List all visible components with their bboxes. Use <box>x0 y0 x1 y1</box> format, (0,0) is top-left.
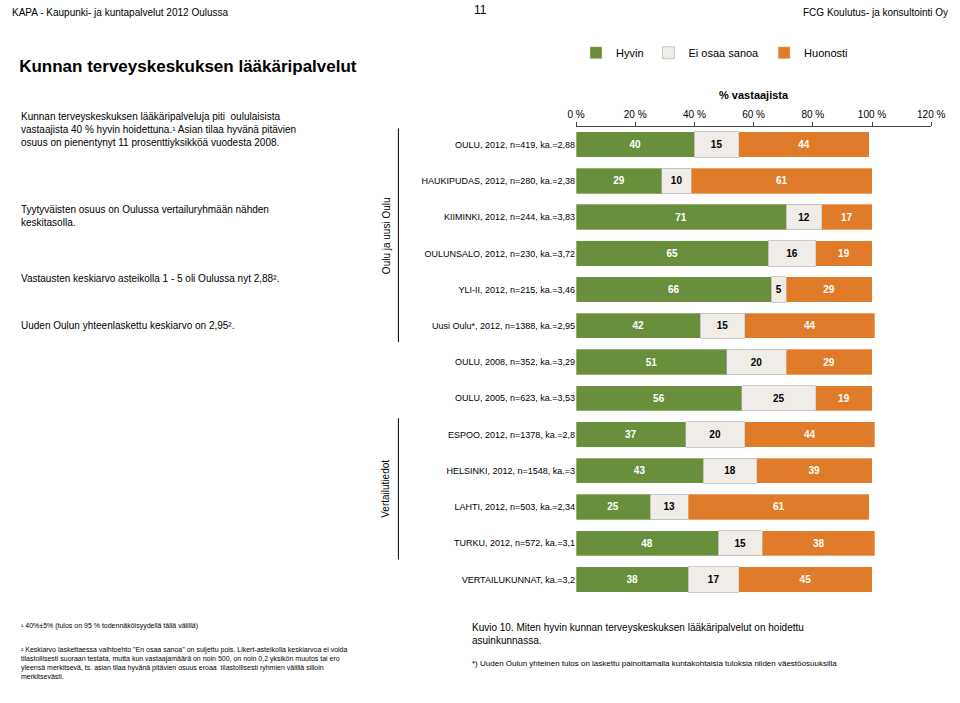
svg-text:100 %: 100 % <box>858 109 886 120</box>
svg-text:61: 61 <box>776 175 788 186</box>
svg-text:Kunnan terveyskeskuksen lääkär: Kunnan terveyskeskuksen lääkäripalveluja… <box>21 111 296 148</box>
svg-text:37: 37 <box>625 429 637 440</box>
svg-text:% vastaajista: % vastaajista <box>719 89 789 101</box>
svg-text:OULU, 2012, n=419, ka.=2,88: OULU, 2012, n=419, ka.=2,88 <box>455 140 575 150</box>
svg-text:20: 20 <box>709 429 721 440</box>
svg-text:FCG Koulutus- ja konsultointi: FCG Koulutus- ja konsultointi Oy <box>803 7 948 18</box>
svg-text:43: 43 <box>634 465 646 476</box>
svg-text:15: 15 <box>734 538 746 549</box>
svg-text:HELSINKI, 2012, n=1548, ka.=3: HELSINKI, 2012, n=1548, ka.=3 <box>446 466 575 476</box>
svg-text:5: 5 <box>776 284 782 295</box>
svg-text:51: 51 <box>646 357 658 368</box>
svg-text:Huonosti: Huonosti <box>804 47 847 59</box>
svg-text:ESPOO, 2012, n=1378, ka.=2,8: ESPOO, 2012, n=1378, ka.=2,8 <box>448 430 575 440</box>
svg-text:80 %: 80 % <box>801 109 824 120</box>
svg-text:15: 15 <box>717 320 729 331</box>
svg-text:OULUNSALO, 2012, n=230, ka.=3,: OULUNSALO, 2012, n=230, ka.=3,72 <box>424 249 575 259</box>
svg-text:17: 17 <box>841 212 853 223</box>
svg-text:YLI-II, 2012, n=215, ka.=3,46: YLI-II, 2012, n=215, ka.=3,46 <box>458 285 575 295</box>
svg-text:10: 10 <box>671 175 683 186</box>
svg-text:² Keskiarvo laskettaessa vaiht: ² Keskiarvo laskettaessa vaihtoehto "En … <box>21 646 347 680</box>
svg-text:29: 29 <box>613 175 625 186</box>
svg-text:20: 20 <box>751 357 763 368</box>
svg-text:44: 44 <box>804 320 816 331</box>
svg-text:25: 25 <box>773 393 785 404</box>
svg-text:17: 17 <box>708 574 720 585</box>
svg-text:Uuden Oulun yhteenlaskettu kes: Uuden Oulun yhteenlaskettu keskiarvo on … <box>21 320 234 331</box>
svg-text:¹ 40%±5% (tulos on 95 % todenn: ¹ 40%±5% (tulos on 95 % todennäköisyydel… <box>21 622 198 630</box>
svg-text:12: 12 <box>798 212 810 223</box>
svg-text:Kuvio 10. Miten hyvin kunnan t: Kuvio 10. Miten hyvin kunnan terveyskesk… <box>472 622 804 646</box>
svg-text:40: 40 <box>629 139 641 150</box>
svg-text:29: 29 <box>823 357 835 368</box>
svg-text:Oulu ja uusi Oulu: Oulu ja uusi Oulu <box>381 197 392 274</box>
svg-text:VERTAILUKUNNAT, ka.=3,2: VERTAILUKUNNAT, ka.=3,2 <box>462 575 575 585</box>
svg-text:42: 42 <box>632 320 644 331</box>
svg-text:39: 39 <box>808 465 820 476</box>
svg-text:60 %: 60 % <box>742 109 765 120</box>
svg-text:120 %: 120 % <box>917 109 945 120</box>
svg-text:19: 19 <box>838 393 850 404</box>
svg-text:66: 66 <box>668 284 680 295</box>
svg-text:19: 19 <box>838 248 850 259</box>
svg-text:13: 13 <box>663 501 675 512</box>
svg-text:44: 44 <box>798 139 810 150</box>
svg-text:61: 61 <box>773 501 785 512</box>
svg-text:LAHTI, 2012, n=503, ka.=2,34: LAHTI, 2012, n=503, ka.=2,34 <box>454 502 575 512</box>
svg-text:29: 29 <box>823 284 835 295</box>
svg-text:Vertailutiedot: Vertailutiedot <box>380 460 391 518</box>
svg-text:44: 44 <box>804 429 816 440</box>
svg-text:Hyvin: Hyvin <box>616 47 644 59</box>
svg-text:18: 18 <box>724 465 736 476</box>
svg-text:65: 65 <box>666 248 678 259</box>
svg-text:KIIMINKI, 2012, n=244, ka.=3,8: KIIMINKI, 2012, n=244, ka.=3,83 <box>444 212 575 222</box>
svg-text:45: 45 <box>800 574 812 585</box>
svg-text:25: 25 <box>607 501 619 512</box>
svg-text:0 %: 0 % <box>567 109 584 120</box>
svg-text:40 %: 40 % <box>683 109 706 120</box>
svg-text:*) Uuden Oulun yhteinen tulos: *) Uuden Oulun yhteinen tulos on laskett… <box>472 659 837 668</box>
svg-text:Tyytyväisten osuus on Oulussa: Tyytyväisten osuus on Oulussa vertailury… <box>21 204 269 228</box>
svg-text:48: 48 <box>641 538 653 549</box>
svg-text:TURKU, 2012, n=572, ka.=3,1: TURKU, 2012, n=572, ka.=3,1 <box>454 538 575 548</box>
svg-text:HAUKIPUDAS, 2012, n=280, ka.=2: HAUKIPUDAS, 2012, n=280, ka.=2,38 <box>421 176 575 186</box>
svg-text:16: 16 <box>786 248 798 259</box>
svg-text:Vastausten keskiarvo asteikoll: Vastausten keskiarvo asteikolla 1 - 5 ol… <box>21 273 279 284</box>
svg-text:56: 56 <box>653 393 665 404</box>
svg-text:Uusi Oulu*, 2012, n=1388, ka.=: Uusi Oulu*, 2012, n=1388, ka.=2,95 <box>432 321 575 331</box>
svg-text:71: 71 <box>675 212 687 223</box>
svg-text:11: 11 <box>474 3 487 17</box>
svg-text:Kunnan terveyskeskuksen lääkär: Kunnan terveyskeskuksen lääkäripalvelut <box>19 57 357 76</box>
svg-text:38: 38 <box>813 538 825 549</box>
svg-text:OULU, 2005, n=623, ka.=3,53: OULU, 2005, n=623, ka.=3,53 <box>455 393 575 403</box>
svg-text:15: 15 <box>711 139 723 150</box>
svg-text:Ei osaa sanoa: Ei osaa sanoa <box>689 47 760 59</box>
svg-text:OULU, 2008, n=352, ka.=3,29: OULU, 2008, n=352, ka.=3,29 <box>455 357 575 367</box>
svg-text:KAPA - Kaupunki- ja kuntapalve: KAPA - Kaupunki- ja kuntapalvelut 2012 O… <box>12 7 228 18</box>
svg-text:20 %: 20 % <box>624 109 647 120</box>
svg-text:38: 38 <box>626 574 638 585</box>
